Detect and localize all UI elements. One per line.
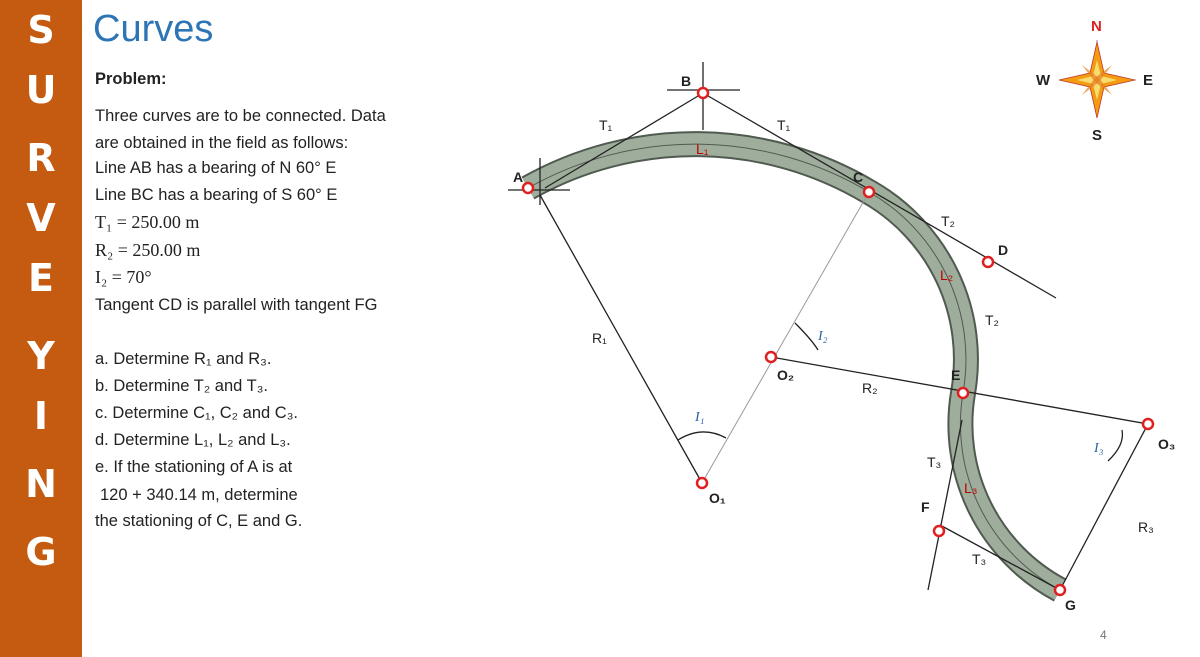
angle-label: I₂ — [817, 329, 828, 344]
tangent-label: T₂ — [941, 213, 955, 229]
text-line: Line AB has a bearing of N 60° E — [95, 159, 337, 177]
compass-label: S — [1092, 127, 1102, 144]
text-line: Tangent CD is parallel with tangent FG — [95, 296, 378, 314]
text-line: are obtained in the field as follows: — [95, 134, 349, 152]
radius-label: R₂ — [862, 380, 878, 396]
sidebar-letter: R — [26, 136, 56, 180]
task-line: 120 + 340.14 m, determine — [100, 486, 298, 504]
arc-label: L₂ — [940, 267, 953, 283]
point-label: F — [921, 499, 930, 515]
point-label: B — [681, 73, 691, 89]
point-label: G — [1065, 597, 1076, 613]
radius-label: R₃ — [1138, 519, 1154, 535]
text-line: Line BC has a bearing of S 60° E — [95, 186, 338, 204]
text-line: I₂ = 70° — [95, 267, 152, 287]
point-label: O₃ — [1158, 436, 1175, 452]
tangent-label: T₁ — [599, 117, 613, 133]
sidebar-letter: S — [27, 8, 55, 52]
points — [521, 86, 1155, 597]
compass-label: N — [1091, 18, 1102, 35]
tangent-label: T₂ — [985, 312, 999, 328]
sidebar-letter: I — [33, 394, 49, 438]
curve-centerline — [527, 143, 1061, 591]
radial-lines — [701, 191, 870, 484]
task-line: the stationing of C, E and G. — [95, 512, 303, 530]
text-line: Three curves are to be connected. Data — [95, 107, 386, 125]
arc-label: L₁ — [696, 141, 709, 157]
sidebar: S U R V E Y I N G — [0, 0, 82, 657]
point-label: O₂ — [777, 367, 794, 383]
sidebar-letter: G — [25, 530, 57, 574]
point-label: A — [513, 169, 523, 185]
task-line: c. Determine C₁, C₂ and C₃. — [95, 404, 299, 422]
construction-lines — [508, 62, 1149, 591]
point-label: D — [998, 242, 1008, 258]
task-line: a. Determine R₁ and R₃. — [95, 350, 272, 368]
page-number: 4 — [1100, 628, 1107, 642]
sidebar-letter: N — [25, 462, 57, 506]
task-line: d. Determine L₁, L₂ and L₃. — [95, 431, 291, 449]
point-label: E — [951, 367, 960, 383]
text-line: T₁ = 250.00 m — [95, 212, 200, 232]
task-line: e. If the stationing of A is at — [95, 458, 293, 476]
tangent-label: T₃ — [927, 454, 941, 470]
title: Curves — [93, 8, 214, 50]
tangent-label: T₃ — [972, 551, 986, 567]
text-line: R₂ = 250.00 m — [95, 240, 201, 260]
task-line: b. Determine T₂ and T₃. — [95, 377, 269, 395]
sidebar-letter: Y — [27, 334, 55, 378]
sidebar-letter: E — [28, 256, 54, 300]
tangent-label: T₁ — [777, 117, 791, 133]
arc-label: L₃ — [964, 480, 978, 496]
compass-label: W — [1036, 72, 1051, 89]
compass-label: E — [1143, 72, 1153, 89]
point-label: O₁ — [709, 490, 726, 506]
angle-label: I₁ — [694, 410, 705, 425]
angle-label: I₃ — [1093, 441, 1104, 456]
compass-rose — [1058, 40, 1136, 119]
sidebar-letter: V — [26, 196, 56, 240]
sidebar-letter: U — [25, 68, 57, 112]
radius-label: R₁ — [592, 330, 607, 346]
heading: Problem: — [95, 70, 167, 88]
point-label: C — [853, 169, 863, 185]
